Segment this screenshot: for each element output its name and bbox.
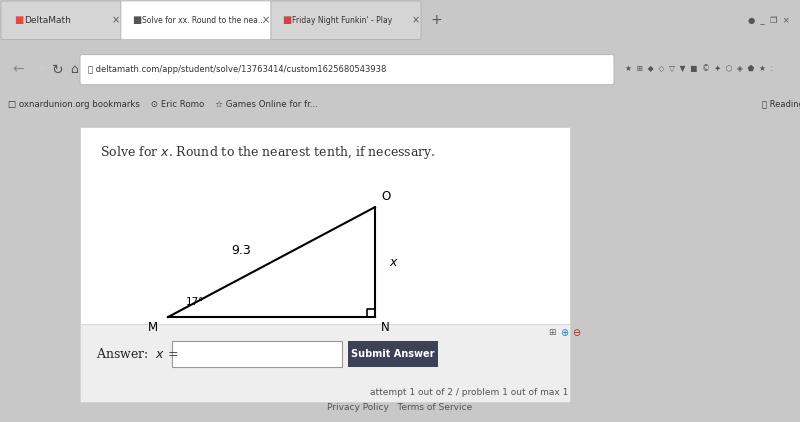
FancyBboxPatch shape [172, 341, 342, 367]
Text: ●  _  ❐  ×: ● _ ❐ × [748, 16, 790, 25]
FancyBboxPatch shape [348, 341, 438, 367]
FancyBboxPatch shape [271, 1, 421, 39]
Text: ⊞: ⊞ [548, 328, 555, 337]
FancyBboxPatch shape [80, 127, 570, 402]
Text: ×: × [112, 15, 120, 25]
Text: ×: × [412, 15, 420, 25]
Text: 📖 Reading list: 📖 Reading list [762, 100, 800, 109]
Text: Answer:  $x$ =: Answer: $x$ = [96, 347, 178, 361]
Text: attempt 1 out of 2 / problem 1 out of max 1: attempt 1 out of 2 / problem 1 out of ma… [370, 388, 568, 397]
Text: $x$: $x$ [389, 256, 399, 268]
Text: ←: ← [12, 62, 24, 77]
Text: ⊖: ⊖ [572, 328, 580, 338]
Text: ↻: ↻ [52, 62, 64, 77]
Text: Privacy Policy   Terms of Service: Privacy Policy Terms of Service [327, 403, 473, 412]
Text: 17°: 17° [186, 297, 205, 307]
Text: ★  ⊞  ◆  ◇  ▽  ▼  ■  ©  ✦  ⬡  ◈  ⬟  ★  :: ★ ⊞ ◆ ◇ ▽ ▼ ■ © ✦ ⬡ ◈ ⬟ ★ : [625, 65, 773, 74]
FancyBboxPatch shape [121, 1, 271, 39]
Text: ■: ■ [282, 15, 291, 25]
Text: ×: × [262, 15, 270, 25]
Text: →: → [32, 62, 44, 77]
Text: ⊕: ⊕ [560, 328, 568, 338]
Text: O: O [381, 190, 390, 203]
Text: N: N [381, 321, 390, 334]
Text: M: M [148, 321, 158, 334]
Text: Solve for $x$. Round to the nearest tenth, if necessary.: Solve for $x$. Round to the nearest tent… [100, 144, 436, 161]
Text: 🔒 deltamath.com/app/student/solve/13763414/custom1625680543938: 🔒 deltamath.com/app/student/solve/137634… [88, 65, 386, 74]
Text: □ oxnardunion.org bookmarks    ⊙ Eric Romo    ☆ Games Online for fr...: □ oxnardunion.org bookmarks ⊙ Eric Romo … [8, 100, 318, 109]
FancyBboxPatch shape [80, 54, 614, 85]
Text: +: + [430, 13, 442, 27]
Text: ■: ■ [132, 15, 142, 25]
Text: Friday Night Funkin' - Play: Friday Night Funkin' - Play [292, 16, 392, 25]
Text: Solve for xx. Round to the nea...: Solve for xx. Round to the nea... [142, 16, 265, 25]
Text: Submit Answer: Submit Answer [351, 349, 434, 359]
Text: ⌂: ⌂ [70, 63, 78, 76]
FancyBboxPatch shape [1, 1, 121, 39]
Text: DeltaMath: DeltaMath [24, 16, 71, 25]
Text: 9.3: 9.3 [232, 244, 251, 257]
Text: ■: ■ [14, 15, 23, 25]
FancyBboxPatch shape [80, 324, 570, 402]
